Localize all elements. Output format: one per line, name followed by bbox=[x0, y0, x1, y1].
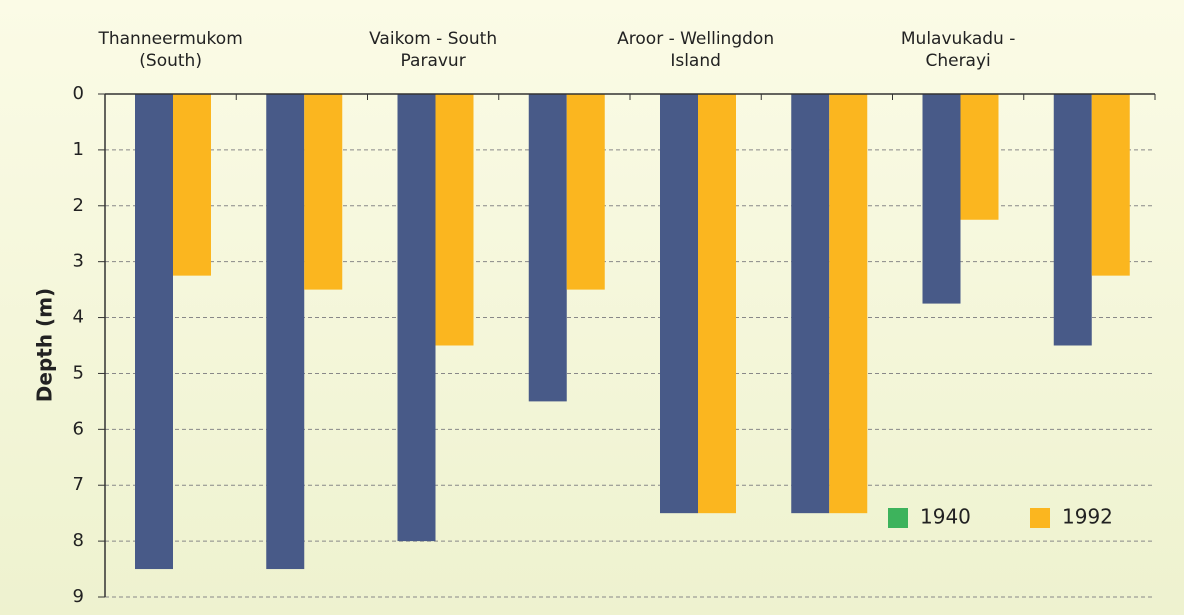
y-tick-label: 4 bbox=[73, 307, 84, 328]
bar bbox=[698, 94, 736, 514]
bar bbox=[1053, 94, 1092, 346]
bar bbox=[660, 94, 698, 514]
legend-swatch bbox=[888, 508, 908, 528]
legend-swatch bbox=[1030, 508, 1050, 528]
y-tick-label: 8 bbox=[73, 530, 84, 551]
x-tick-label: Vaikom - South Paravur bbox=[369, 29, 498, 71]
bar bbox=[960, 94, 999, 220]
y-axis-label: Depth (m) bbox=[33, 288, 57, 402]
bar bbox=[829, 94, 868, 514]
legend-label: 1940 bbox=[920, 505, 971, 529]
bar bbox=[435, 94, 474, 346]
bar bbox=[397, 94, 436, 542]
bar bbox=[791, 94, 830, 514]
x-tick-label: Thanneermukom (South) bbox=[98, 29, 243, 71]
y-tick-label: 9 bbox=[73, 586, 84, 607]
bar bbox=[528, 94, 567, 402]
y-tick-label: 6 bbox=[73, 418, 84, 439]
y-tick-label: 3 bbox=[73, 251, 84, 272]
x-tick-label: Mulavukadu - Cherayi bbox=[900, 29, 1016, 71]
bar bbox=[1091, 94, 1130, 276]
bar bbox=[173, 94, 211, 276]
bar bbox=[566, 94, 605, 290]
bar bbox=[266, 94, 305, 570]
legend-label: 1992 bbox=[1062, 505, 1113, 529]
y-tick-label: 7 bbox=[73, 474, 84, 495]
y-tick-label: 2 bbox=[73, 195, 84, 216]
x-tick-label: Aroor - Wellingdon Island bbox=[617, 29, 775, 71]
y-tick-label: 1 bbox=[73, 139, 84, 160]
y-tick-label: 0 bbox=[73, 83, 84, 104]
bar bbox=[922, 94, 961, 304]
bar bbox=[135, 94, 173, 570]
y-tick-label: 5 bbox=[73, 362, 84, 383]
bar bbox=[304, 94, 343, 290]
